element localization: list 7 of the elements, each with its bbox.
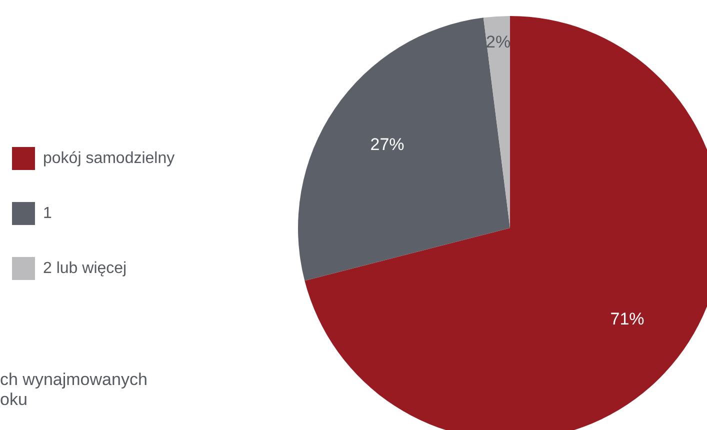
legend-label: 2 lub więcej <box>43 260 127 278</box>
text: ch wynajmowanych oku <box>0 370 148 410</box>
legend-label: 1 <box>43 204 52 222</box>
data-label: 71% <box>610 309 644 328</box>
legend-label: pokój samodzielny <box>43 150 175 168</box>
data-label: 27% <box>370 135 404 154</box>
data-label: 2% <box>486 32 511 52</box>
